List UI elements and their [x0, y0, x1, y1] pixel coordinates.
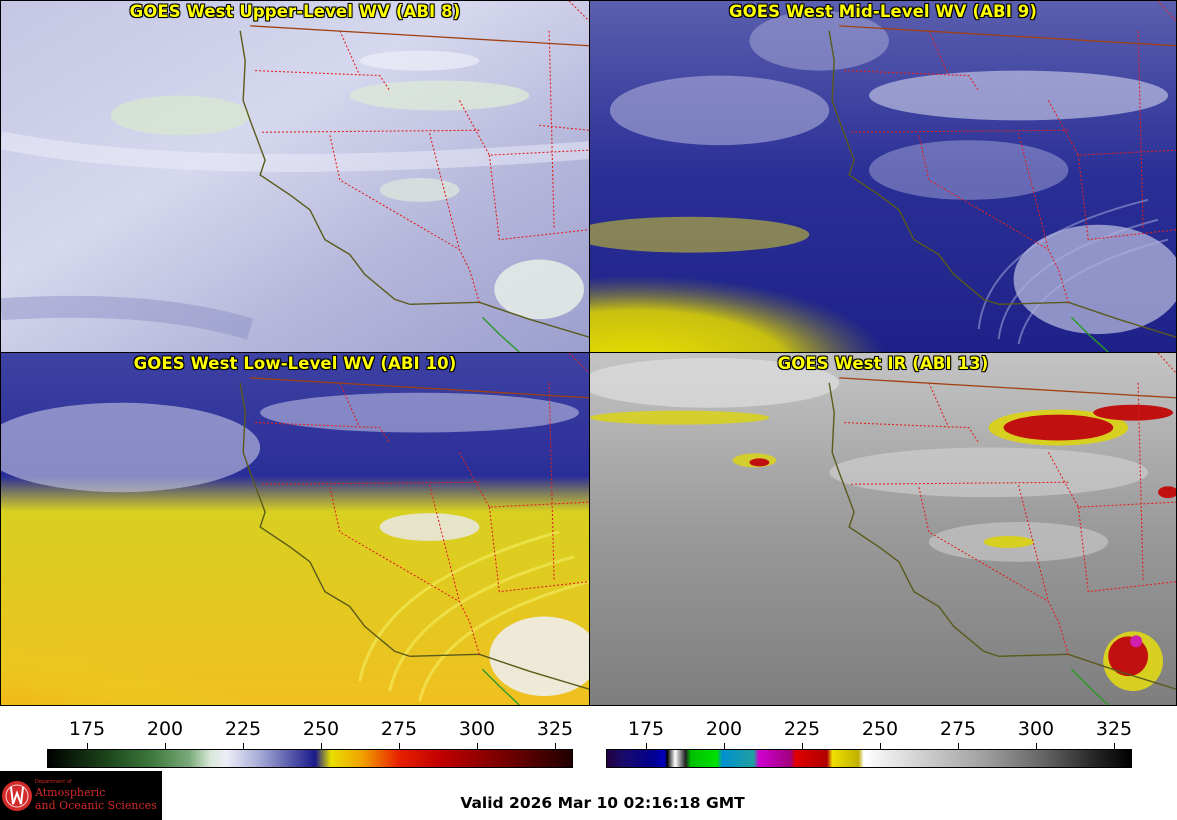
tick-mark — [958, 743, 959, 750]
tick-mark — [87, 743, 88, 750]
tick-label: 175 — [627, 718, 665, 740]
department-name-line2: and Oceanic Sciences — [35, 799, 157, 812]
tick-mark — [477, 743, 478, 750]
tick-label: 325 — [536, 718, 574, 740]
ir-panel: GOES West IR (ABI 13) — [589, 352, 1177, 706]
mid-level-wv-image — [590, 1, 1176, 352]
upper-level-wv-panel: GOES West Upper-Level WV (ABI 8) — [0, 0, 590, 353]
mid-level-wv-panel: GOES West Mid-Level WV (ABI 9) — [589, 0, 1177, 353]
tick-mark — [802, 743, 803, 750]
wv-colorbar: 175 200 225 250 275 300 325 — [0, 706, 590, 770]
tick-mark — [880, 743, 881, 750]
tick-label: 275 — [939, 718, 977, 740]
upper-level-wv-image — [1, 1, 589, 352]
tick-label: 225 — [224, 718, 262, 740]
low-level-wv-image — [1, 353, 589, 705]
low-level-wv-panel: GOES West Low-Level WV (ABI 10) — [0, 352, 590, 706]
panel-title: GOES West Low-Level WV (ABI 10) — [133, 354, 457, 373]
tick-mark — [399, 743, 400, 750]
tick-mark — [646, 743, 647, 750]
tick-mark — [1036, 743, 1037, 750]
tick-label: 225 — [783, 718, 821, 740]
tick-label: 250 — [302, 718, 340, 740]
tick-mark — [1114, 743, 1115, 750]
uw-seal-icon — [2, 781, 32, 811]
panel-title: GOES West IR (ABI 13) — [777, 354, 989, 373]
department-name-line1: Atmospheric — [35, 786, 106, 799]
panel-title: GOES West Upper-Level WV (ABI 8) — [129, 2, 461, 21]
ir-colorbar: 175 200 225 250 275 300 325 — [590, 706, 1177, 770]
department-label: Department of — [35, 779, 72, 785]
tick-mark — [555, 743, 556, 750]
tick-label: 275 — [380, 718, 418, 740]
valid-time: Valid 2026 Mar 10 02:16:18 GMT — [460, 794, 745, 812]
tick-mark — [321, 743, 322, 750]
tick-label: 175 — [68, 718, 106, 740]
tick-mark — [165, 743, 166, 750]
wv-color-scale — [47, 749, 573, 768]
tick-label: 250 — [861, 718, 899, 740]
tick-mark — [243, 743, 244, 750]
tick-label: 300 — [458, 718, 496, 740]
tick-label: 200 — [146, 718, 184, 740]
tick-label: 325 — [1095, 718, 1133, 740]
ir-color-scale — [606, 749, 1132, 768]
panel-title: GOES West Mid-Level WV (ABI 9) — [728, 2, 1038, 21]
tick-label: 200 — [705, 718, 743, 740]
ir-image — [590, 353, 1176, 705]
uw-aos-logo: Department of Atmospheric and Oceanic Sc… — [0, 771, 162, 820]
tick-label: 300 — [1017, 718, 1055, 740]
tick-mark — [724, 743, 725, 750]
